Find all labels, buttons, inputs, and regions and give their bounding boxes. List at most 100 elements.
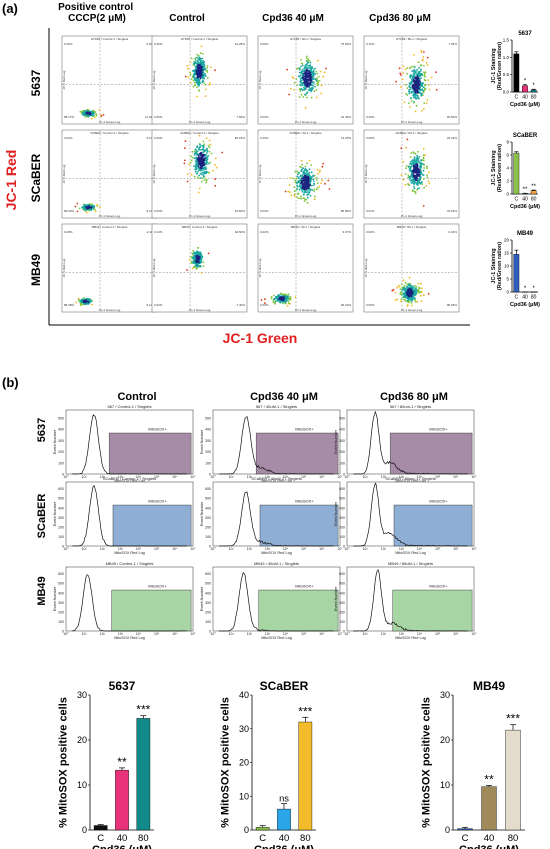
dot <box>196 95 198 98</box>
dot <box>421 290 423 293</box>
dot <box>201 52 204 55</box>
dot-plot-title: SCBER / 40-1 / Singlets <box>289 131 322 135</box>
dot <box>402 65 405 68</box>
dot <box>328 188 331 190</box>
dot <box>311 189 314 192</box>
dot-plot-x-caption: JC-1 Green-Log <box>401 308 423 312</box>
dot <box>418 156 421 158</box>
histogram-x-tick: 10⁰ <box>210 547 216 551</box>
quadrant-value-ul: 0.28% <box>64 230 73 234</box>
column-header-control: Control <box>169 13 205 24</box>
column-header-b-cpd36-80: Cpd36 80 μM <box>380 391 448 403</box>
dot <box>196 150 199 153</box>
dot <box>298 71 301 74</box>
column-header-cpd36-40: Cpd36 40 μM <box>262 13 324 24</box>
dot-plot-0-1: HT1B6 / Control-1 / Singlets 0.45% 91.25% 0… <box>151 35 248 125</box>
dot <box>422 86 425 89</box>
dot-plot-title: HT1B6 / Control-1 / Singlets <box>91 37 129 41</box>
dot <box>194 257 196 260</box>
dot <box>203 172 206 175</box>
histogram-x-caption: MitoSOX Red Log <box>395 551 426 555</box>
dot <box>422 147 425 150</box>
dot <box>406 94 409 96</box>
dot <box>317 172 319 175</box>
dot <box>418 71 421 73</box>
dot <box>202 140 205 143</box>
dot <box>420 94 422 97</box>
dot-plot-y-caption: JC-1 Red-Log <box>62 70 66 89</box>
histogram-x-tick: 10⁵ <box>435 632 441 636</box>
dot <box>391 289 394 292</box>
dot <box>203 163 206 166</box>
dot <box>406 87 409 89</box>
dot <box>88 115 90 117</box>
dot-plot-x-caption: JC-1 Green-Log <box>99 308 121 312</box>
dot <box>317 84 319 87</box>
histogram-2-2: MB49 / 80uM-1 / Singlets0100200300400500… <box>334 561 477 640</box>
dot <box>197 264 200 267</box>
chart-y-label-line: (Red/Green ration) <box>497 144 503 192</box>
dot <box>207 154 210 157</box>
histogram-x-tick: 10⁰ <box>344 475 350 479</box>
chart-y-label: JC-1 Staining(Red/Green ration) <box>491 242 503 290</box>
row-label-mb49-b: MB49 <box>36 576 48 605</box>
chart-y-tick-label: 30 <box>239 724 249 734</box>
dot <box>399 74 402 76</box>
panel-a-label: (a) <box>2 1 18 16</box>
histogram-x-tick: 10⁷ <box>190 475 196 479</box>
quadrant-value-lr: 95.25% <box>447 303 458 307</box>
dot <box>428 84 430 86</box>
dot <box>207 171 210 174</box>
chart-y-tick-label: 20 <box>504 238 510 243</box>
dot <box>272 299 275 302</box>
dot <box>198 257 201 259</box>
dot <box>206 161 209 164</box>
dot <box>322 75 325 78</box>
dot <box>280 296 282 298</box>
dot-plot-title: SCBER / Control-1 / Singlets <box>180 131 219 135</box>
dot <box>426 56 429 59</box>
dot <box>208 146 211 149</box>
dot <box>415 78 418 80</box>
histogram-x-tick: 10⁵ <box>154 632 160 636</box>
dot <box>190 256 193 258</box>
dot <box>412 175 415 177</box>
dot <box>423 51 425 53</box>
dot <box>300 65 302 68</box>
dot <box>416 182 419 185</box>
histogram-x-tick: 10² <box>100 632 106 636</box>
dot <box>193 175 196 178</box>
dot <box>315 188 318 191</box>
dot <box>196 251 199 253</box>
dot <box>413 156 416 159</box>
dot <box>417 88 420 90</box>
dot <box>203 82 206 85</box>
dot <box>285 294 288 296</box>
dot <box>423 164 425 167</box>
dot <box>411 82 413 85</box>
dot <box>426 64 429 66</box>
dot <box>415 76 418 79</box>
dot <box>301 181 304 184</box>
dot <box>403 288 405 291</box>
column-header-positive-control: Positive control CCCP(2 μM) <box>58 2 136 24</box>
dot <box>310 90 313 92</box>
histogram-1-2: SCaBER / 80um-1 / Singlets01002003004005… <box>334 476 477 555</box>
dot <box>194 170 197 173</box>
dot <box>428 88 431 91</box>
dot <box>317 59 319 62</box>
dot <box>202 148 205 151</box>
histogram-x-tick: 10⁰ <box>63 547 69 551</box>
histogram-x-tick: 10² <box>247 632 253 636</box>
dot <box>409 156 412 159</box>
dot <box>411 91 414 93</box>
chart-y-tick-label: 5 <box>506 277 509 282</box>
histogram-x-tick: 10⁶ <box>172 475 178 479</box>
dot <box>260 299 263 301</box>
dot <box>196 53 199 56</box>
dot <box>192 69 194 72</box>
dot <box>195 157 198 160</box>
histogram-y-tick: 200 <box>58 525 64 529</box>
dot <box>417 77 420 80</box>
